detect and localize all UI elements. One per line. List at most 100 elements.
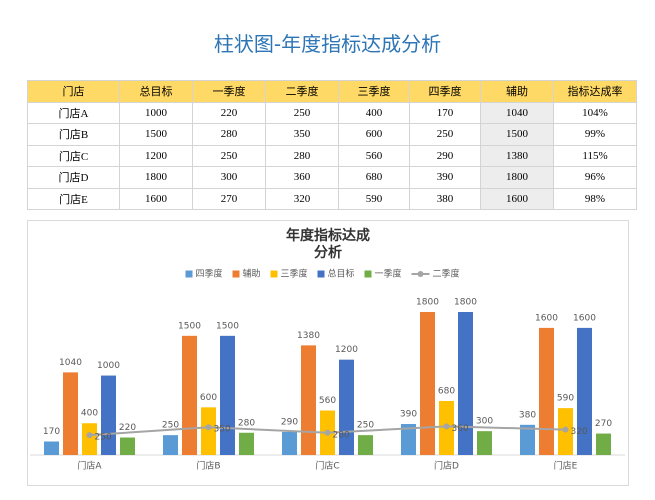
data-label: 360 xyxy=(452,424,469,434)
table-cell: 98% xyxy=(553,187,637,210)
data-label: 280 xyxy=(333,430,350,440)
data-label: 1800 xyxy=(454,298,477,308)
bar xyxy=(339,359,354,455)
legend-label: 一季度 xyxy=(375,268,402,280)
bar xyxy=(358,435,373,455)
bar xyxy=(239,432,254,455)
data-table: 门店 总目标 一季度 二季度 三季度 四季度 辅助 指标达成率 门店A 1000 220 250 400… xyxy=(27,80,637,210)
bar xyxy=(44,441,59,455)
data-label: 1200 xyxy=(335,345,358,355)
table-row: 门店A 1000 220 250 400 170 1040 104% xyxy=(27,101,637,124)
legend-swatch xyxy=(270,270,278,278)
bar xyxy=(101,375,116,455)
bar xyxy=(401,424,416,455)
bar xyxy=(163,435,178,455)
table-cell: 400 xyxy=(338,101,410,124)
table-cell: 270 xyxy=(192,187,266,210)
legend-label: 三季度 xyxy=(281,268,308,280)
data-label: 1600 xyxy=(535,313,558,323)
data-label: 220 xyxy=(119,423,136,433)
data-label: 1040 xyxy=(59,358,82,368)
table-cell: 1600 xyxy=(480,187,554,210)
data-label: 280 xyxy=(238,418,255,428)
table-cell: 390 xyxy=(409,166,481,189)
table-cell: 1040 xyxy=(480,101,554,124)
legend-label: 二季度 xyxy=(433,268,460,280)
table-cell: 220 xyxy=(192,101,266,124)
table-cell: 170 xyxy=(409,101,481,124)
data-label: 1500 xyxy=(178,321,201,331)
legend-label: 辅助 xyxy=(243,268,261,280)
data-label: 300 xyxy=(476,417,493,427)
table-cell: 590 xyxy=(338,187,410,210)
table-cell: 1380 xyxy=(480,144,554,167)
data-label: 400 xyxy=(81,409,98,419)
line-point xyxy=(562,426,569,433)
table-row: 门店C 1200 250 280 560 290 1380 115% xyxy=(27,144,637,167)
bar xyxy=(420,312,435,455)
bar xyxy=(477,431,492,455)
data-label: 250 xyxy=(162,421,179,431)
chart-title: 年度指标达成分析 xyxy=(286,228,370,261)
bar xyxy=(458,312,473,455)
table-cell: 380 xyxy=(409,187,481,210)
bar xyxy=(82,423,97,455)
page-title: 柱状图-年度指标达成分析 xyxy=(213,32,442,56)
data-label: 590 xyxy=(557,394,574,404)
table-cell: 二季度 xyxy=(265,80,339,103)
table-cell: 300 xyxy=(192,166,266,189)
legend-swatch xyxy=(232,270,240,278)
data-label: 380 xyxy=(519,410,536,420)
bar xyxy=(182,335,197,455)
line-point xyxy=(443,423,450,430)
legend-swatch xyxy=(185,270,193,278)
bar xyxy=(539,327,554,455)
data-label: 1500 xyxy=(216,321,239,331)
data-label: 1380 xyxy=(297,331,320,341)
line-point xyxy=(86,432,93,439)
table-cell: 门店A xyxy=(27,101,120,124)
data-label: 250 xyxy=(357,421,374,431)
bar xyxy=(201,407,216,455)
table-row: 门店D 1800 300 360 680 390 1800 96% xyxy=(27,166,637,189)
data-label: 170 xyxy=(43,427,60,437)
data-label: 350 xyxy=(214,425,231,435)
data-label: 270 xyxy=(595,419,612,429)
data-label: 390 xyxy=(400,410,417,420)
legend-marker xyxy=(417,271,424,277)
table-cell: 四季度 xyxy=(409,80,481,103)
table-cell: 一季度 xyxy=(192,80,266,103)
line-point xyxy=(324,429,331,436)
table-cell: 门店D xyxy=(27,166,120,189)
bar xyxy=(577,327,592,455)
table-cell: 辅助 xyxy=(480,80,554,103)
data-label: 1600 xyxy=(573,313,596,323)
table-cell: 1000 xyxy=(119,101,193,124)
bar xyxy=(220,335,235,455)
table-cell: 指标达成率 xyxy=(553,80,637,103)
x-tick-label: 门店B xyxy=(196,460,220,472)
bar xyxy=(63,372,78,455)
bar xyxy=(596,433,611,455)
bar xyxy=(120,437,135,455)
x-tick-label: 门店D xyxy=(434,460,459,472)
chart-frame xyxy=(27,220,629,486)
bar xyxy=(301,345,316,455)
table-row: 门店E 1600 270 320 590 380 1600 98% xyxy=(27,187,637,210)
table-cell: 250 xyxy=(409,123,481,146)
data-label: 600 xyxy=(200,393,217,403)
table-cell: 1800 xyxy=(480,166,554,189)
legend-label: 总目标 xyxy=(328,268,355,280)
legend-swatch xyxy=(317,270,325,278)
x-tick-label: 门店A xyxy=(77,460,102,472)
data-label: 680 xyxy=(438,386,455,396)
x-tick-label: 门店C xyxy=(315,460,339,472)
legend-label: 四季度 xyxy=(196,268,223,280)
table-cell: 总目标 xyxy=(119,80,193,103)
legend-swatch xyxy=(364,270,372,278)
table-cell: 320 xyxy=(265,187,339,210)
bar xyxy=(282,431,297,455)
data-label: 1000 xyxy=(97,361,120,371)
